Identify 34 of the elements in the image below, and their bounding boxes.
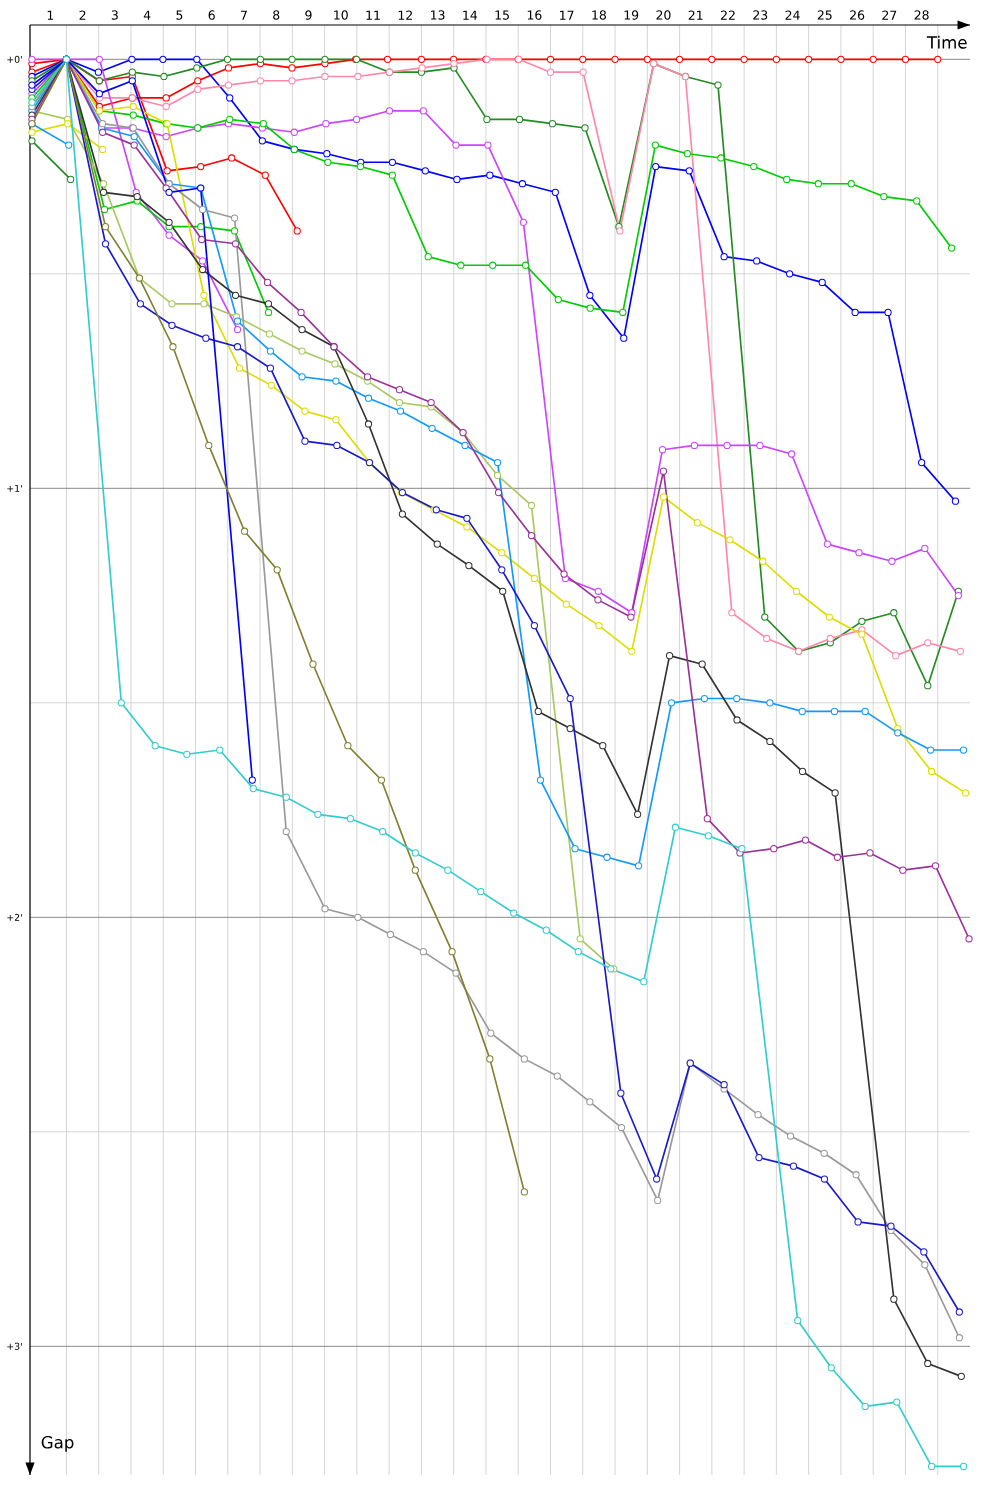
x-tick-label: 14 [463,10,478,20]
x-tick-label: 13 [431,10,445,20]
y-tick-label: +1' [7,484,22,492]
x-tick-label: 21 [688,10,703,20]
y-tick-label: +2' [7,913,22,921]
x-tick-label: 4 [143,10,151,20]
x-tick-label: 23 [753,10,768,20]
x-tick-label: 16 [527,10,542,20]
x-axis-title: Time [926,35,967,49]
x-tick-label: 22 [720,10,735,20]
x-tick-label: 20 [656,10,671,20]
y-tick-label: +0' [7,55,22,63]
x-tick-label: 17 [560,10,574,20]
x-tick-label: 28 [914,10,929,20]
y-tick-label: +3' [7,1342,22,1350]
x-tick-label: 12 [398,10,412,20]
x-tick-label: 18 [592,10,606,20]
y-axis-title: Gap [41,1435,74,1452]
x-tick-label: 25 [817,10,832,20]
x-tick-label: 11 [366,10,380,20]
x-tick-label: 26 [850,10,865,20]
x-tick-label: 24 [785,10,800,20]
x-tick-label: 27 [882,10,897,20]
x-tick-label: 5 [176,10,183,20]
x-tick-label: 8 [273,10,280,20]
x-tick-label: 1 [47,10,54,20]
x-tick-label: 15 [495,10,509,20]
x-tick-label: 10 [334,10,348,20]
x-tick-label: 9 [305,10,312,20]
x-tick-label: 19 [624,10,639,20]
x-tick-label: 3 [111,10,118,20]
x-tick-label: 2 [79,10,86,20]
x-tick-label: 7 [240,10,247,20]
x-tick-label: 6 [208,10,215,20]
